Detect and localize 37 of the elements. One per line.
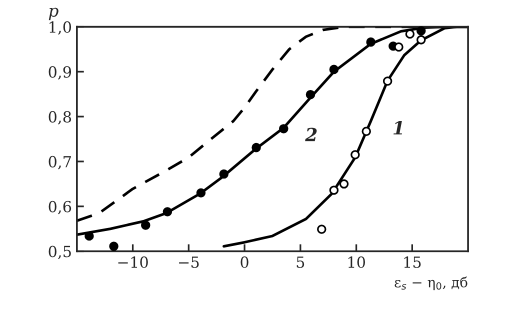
x-tick-label: 15 [404,256,421,268]
point [141,220,150,230]
x-tick-label: −10 [118,256,148,268]
x-tick-label: 0 [240,256,248,268]
y-tick-label: 0,6 [48,200,72,214]
y-tick-label: 0,7 [48,156,71,170]
point [219,169,229,179]
point [329,186,339,195]
point [350,150,360,160]
point [394,42,404,52]
x-tick-label: 5 [296,256,304,268]
x-axis-title: ε$_{s}$ − η$_{0}$, дб [394,276,468,290]
point [162,207,172,216]
y-tick-label: 0,8 [48,111,72,124]
point [196,188,206,198]
series-label: 2 [305,128,317,142]
point [252,142,261,152]
point [416,35,426,44]
point [279,124,288,134]
y-tick-label: 1,0 [50,21,72,35]
point [84,231,94,241]
y-tick-label: 0,5 [48,246,71,260]
point [382,76,392,86]
series-label: 1 [393,120,402,134]
point [366,37,376,47]
point [416,26,426,36]
y-tick-label: 0,9 [48,66,72,80]
point [306,90,316,100]
y-axis-title: p [48,8,58,20]
point [339,179,349,189]
point [329,64,339,74]
x-tick-label: 10 [348,256,365,268]
point [109,242,118,251]
point [405,29,415,39]
x-tick-label: −5 [179,256,199,268]
point [362,126,371,136]
point [317,224,326,234]
